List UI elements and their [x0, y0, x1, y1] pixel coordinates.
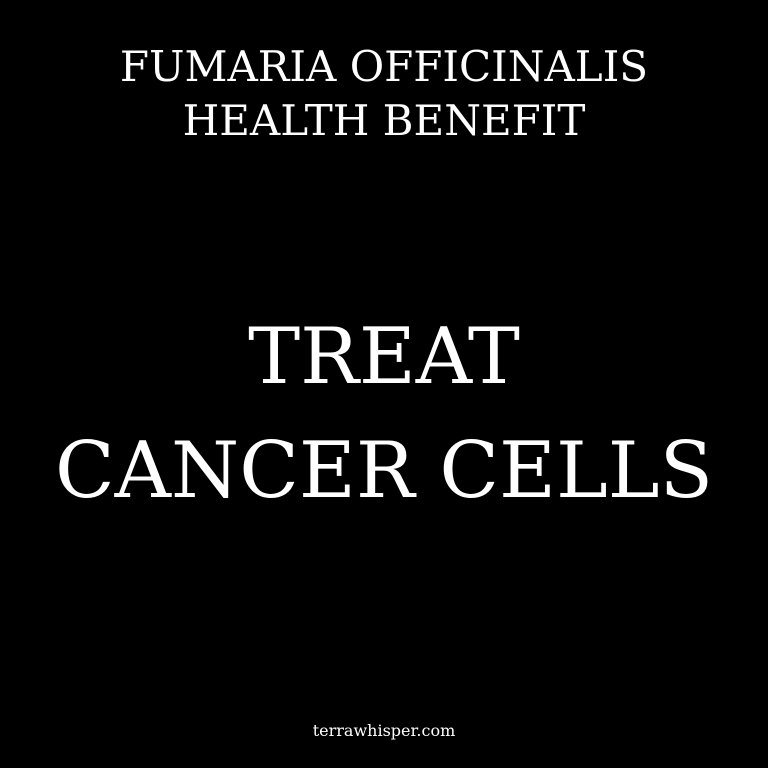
headline: TREAT CANCER CELLS: [0, 300, 768, 528]
website-credit: terrawhisper.com: [312, 721, 456, 740]
headline-line-1: TREAT: [248, 312, 520, 402]
subtitle: FUMARIA OFFICINALIS HEALTH BENEFIT: [0, 40, 768, 148]
subtitle-line-2: HEALTH BENEFIT: [182, 96, 586, 145]
headline-line-2: CANCER CELLS: [54, 426, 714, 516]
subtitle-line-1: FUMARIA OFFICINALIS: [119, 42, 649, 91]
